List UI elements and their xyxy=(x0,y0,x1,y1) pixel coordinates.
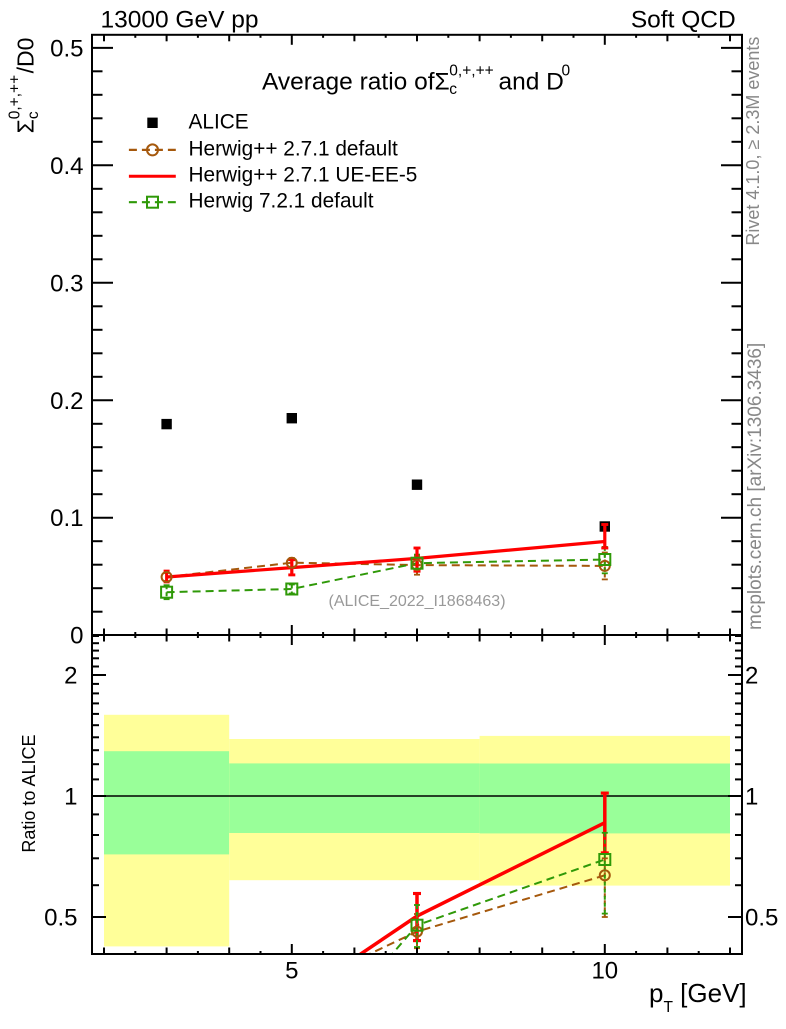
svg-text:0.4: 0.4 xyxy=(50,153,83,180)
svg-text:Σc0,+,++/D0: Σc0,+,++/D0 xyxy=(7,38,43,134)
svg-text:Herwig 7.2.1 default: Herwig 7.2.1 default xyxy=(189,190,374,213)
svg-text:0.2: 0.2 xyxy=(50,388,83,415)
svg-text:mcplots.cern.ch [arXiv:1306.34: mcplots.cern.ch [arXiv:1306.3436] xyxy=(745,343,766,630)
svg-text:Soft QCD: Soft QCD xyxy=(631,7,736,34)
svg-text:0.3: 0.3 xyxy=(50,270,83,297)
svg-text:0.5: 0.5 xyxy=(745,905,778,932)
svg-text:Herwig++ 2.7.1 UE-EE-5: Herwig++ 2.7.1 UE-EE-5 xyxy=(189,164,418,187)
svg-text:pT [GeV]: pT [GeV] xyxy=(649,978,747,1016)
svg-text:0: 0 xyxy=(562,63,571,80)
svg-text:(ALICE_2022_I1868463): (ALICE_2022_I1868463) xyxy=(329,593,506,610)
svg-text:2: 2 xyxy=(64,663,77,690)
svg-text:Average ratio ofΣ: Average ratio ofΣ xyxy=(262,69,450,96)
svg-text:c: c xyxy=(449,81,457,98)
svg-text:and D: and D xyxy=(499,69,564,96)
svg-text:0,+,++: 0,+,++ xyxy=(449,63,493,80)
svg-text:2: 2 xyxy=(745,663,758,690)
svg-text:0.1: 0.1 xyxy=(50,505,83,532)
svg-text:Rivet 4.1.0, ≥ 2.3M events: Rivet 4.1.0, ≥ 2.3M events xyxy=(743,37,763,246)
svg-text:Herwig++ 2.7.1 default: Herwig++ 2.7.1 default xyxy=(189,137,398,160)
svg-text:10: 10 xyxy=(591,958,618,985)
svg-text:0.5: 0.5 xyxy=(44,905,77,932)
svg-text:0.5: 0.5 xyxy=(50,35,83,62)
svg-text:0: 0 xyxy=(70,623,83,650)
svg-text:13000 GeV pp: 13000 GeV pp xyxy=(101,7,259,34)
svg-text:ALICE: ALICE xyxy=(189,110,249,133)
svg-text:5: 5 xyxy=(285,958,298,985)
svg-text:1: 1 xyxy=(64,784,77,811)
svg-text:1: 1 xyxy=(745,784,758,811)
svg-text:Ratio to ALICE: Ratio to ALICE xyxy=(19,735,39,853)
